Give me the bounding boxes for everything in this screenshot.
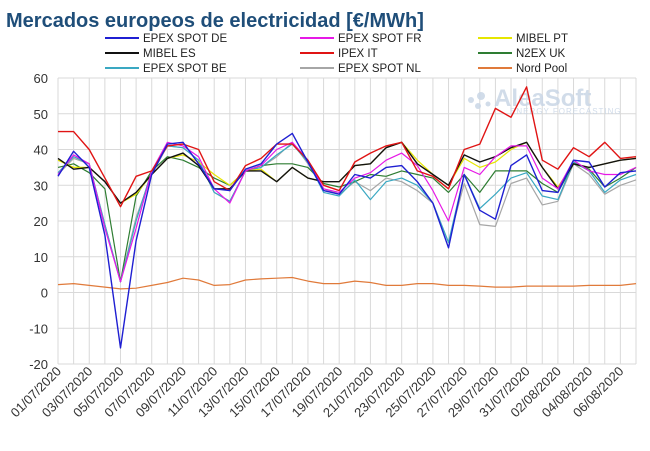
- y-axis-ticks: -20 -10 0 10 20 30 40 50 60: [29, 71, 48, 372]
- legend-label: Nord Pool: [516, 63, 567, 75]
- series-line-ipex-it: [58, 86, 637, 208]
- series-line-mibel-es: [57, 141, 637, 204]
- series-line-epex-spot-fr: [57, 141, 637, 283]
- legend-label: EPEX SPOT FR: [338, 33, 422, 45]
- series-line-nord-pool: [57, 276, 637, 290]
- legend-label: EPEX SPOT DE: [143, 33, 227, 45]
- legend-label: N2EX UK: [516, 48, 566, 60]
- legend-label: IPEX IT: [338, 48, 378, 60]
- x-axis-ticks: 01/07/202003/07/202005/07/202007/07/2020…: [7, 364, 626, 421]
- y-tick-label: 40: [34, 143, 48, 158]
- legend-label: EPEX SPOT NL: [338, 63, 421, 75]
- y-tick-label: 0: [41, 286, 48, 301]
- series-line-epex-spot-nl: [57, 141, 637, 283]
- y-tick-label: -10: [29, 321, 48, 336]
- y-tick-label: 30: [34, 178, 48, 193]
- grid: [57, 77, 637, 365]
- y-tick-label: -20: [29, 357, 48, 372]
- legend: EPEX SPOT DE EPEX SPOT FR MIBEL PT MIBEL ES…: [105, 33, 568, 75]
- y-tick-label: 10: [34, 250, 48, 265]
- watermark-brand: AleaSoft: [494, 85, 591, 112]
- series-lines: [57, 86, 637, 349]
- y-tick-label: 60: [34, 71, 48, 86]
- chart-title: Mercados europeos de electricidad [€/MWh…: [6, 10, 424, 32]
- watermark-logo: AleaSoft ENERGY FORECASTING: [468, 85, 622, 116]
- series-line-epex-spot-de: [57, 132, 637, 349]
- y-tick-label: 50: [34, 107, 48, 122]
- watermark-tagline: ENERGY FORECASTING: [510, 107, 622, 116]
- legend-label: EPEX SPOT BE: [143, 63, 227, 75]
- legend-label: MIBEL ES: [143, 48, 196, 60]
- legend-label: MIBEL PT: [516, 33, 568, 45]
- y-tick-label: 20: [34, 214, 48, 229]
